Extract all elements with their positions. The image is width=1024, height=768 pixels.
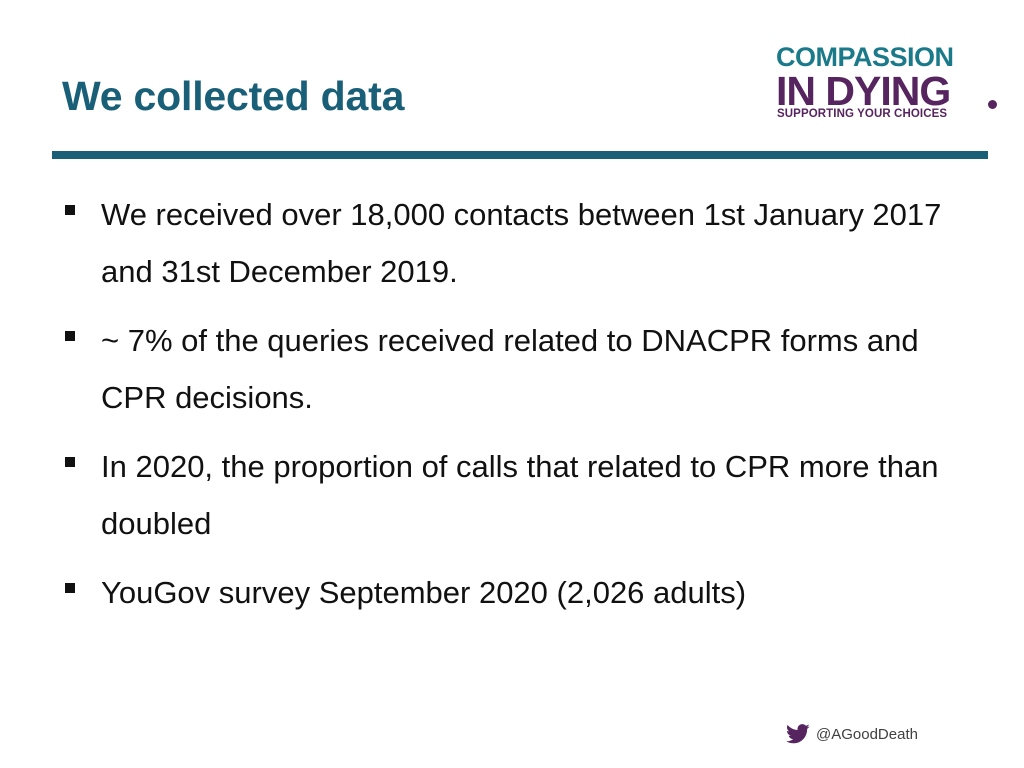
title-divider [52, 151, 988, 159]
square-bullet-icon [65, 457, 75, 467]
bullet-text: ~ 7% of the queries received related to … [101, 323, 919, 415]
bullet-item: YouGov survey September 2020 (2,026 adul… [62, 564, 962, 621]
bullet-text: YouGov survey September 2020 (2,026 adul… [101, 575, 747, 610]
bullet-list: We received over 18,000 contacts between… [62, 186, 962, 633]
logo-tagline: SUPPORTING YOUR CHOICES [777, 108, 948, 120]
square-bullet-icon [65, 331, 75, 341]
logo-line-compassion: COMPASSION [776, 42, 954, 72]
twitter-handle-text[interactable]: @AGoodDeath [816, 725, 918, 743]
twitter-icon [786, 724, 810, 744]
logo-line-in-dying: IN DYING [776, 68, 951, 114]
bullet-item: ~ 7% of the queries received related to … [62, 312, 962, 426]
square-bullet-icon [65, 583, 75, 593]
twitter-handle[interactable]: @AGoodDeath [786, 722, 918, 746]
bullet-item: In 2020, the proportion of calls that re… [62, 438, 962, 552]
square-bullet-icon [65, 205, 75, 215]
compassion-in-dying-logo: COMPASSION IN DYING SUPPORTING YOUR CHOI… [776, 42, 998, 124]
logo-dot [988, 100, 997, 109]
bullet-text: We received over 18,000 contacts between… [101, 197, 942, 289]
bullet-text: In 2020, the proportion of calls that re… [101, 449, 939, 541]
slide-title: We collected data [62, 73, 405, 119]
bullet-item: We received over 18,000 contacts between… [62, 186, 962, 300]
